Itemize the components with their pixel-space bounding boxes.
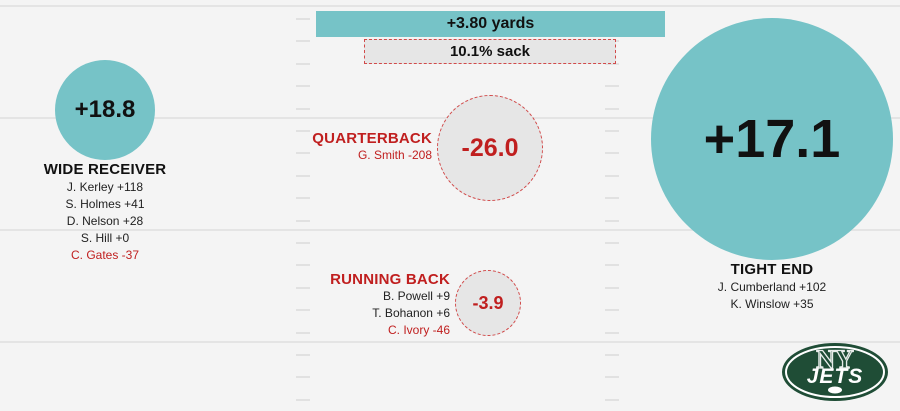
hash-mark	[296, 242, 310, 244]
hash-mark	[296, 108, 310, 110]
player-line: J. Cumberland +102	[717, 280, 827, 294]
hash-mark	[296, 130, 310, 132]
hash-mark	[296, 287, 310, 289]
hash-mark	[605, 175, 619, 177]
hash-mark	[296, 175, 310, 177]
hash-mark	[605, 287, 619, 289]
hash-mark	[605, 399, 619, 401]
player-line: D. Nelson +28	[66, 214, 144, 228]
yards-summary-text: +3.80 yards	[446, 15, 535, 32]
yard-line	[0, 5, 900, 7]
logo-oval-ring	[785, 346, 885, 398]
running-back-value: -3.9	[472, 292, 504, 313]
running-back-label: RUNNING BACK	[330, 271, 450, 288]
hash-mark	[296, 376, 310, 378]
running-back-group: RUNNING BACK B. Powell +9 T. Bohanon +6 …	[300, 271, 450, 339]
sack-summary-box: 10.1% sack	[364, 39, 616, 64]
hash-mark	[605, 242, 619, 244]
wide-receiver-label: WIDE RECEIVER	[43, 161, 167, 178]
hash-mark	[605, 220, 619, 222]
logo-oval	[782, 343, 888, 401]
wide-receiver-value: +18.8	[74, 96, 136, 123]
hash-mark	[605, 130, 619, 132]
logo-football	[828, 386, 842, 394]
wide-receiver-bubble: +18.8	[55, 60, 155, 160]
logo-text: JETS	[807, 365, 864, 388]
sack-summary-text: 10.1% sack	[449, 43, 531, 60]
quarterback-group: QUARTERBACK G. Smith -208	[282, 130, 432, 164]
quarterback-label: QUARTERBACK	[312, 130, 432, 147]
quarterback-bubble: -26.0	[437, 95, 543, 201]
hash-mark	[296, 332, 310, 334]
hash-mark	[296, 152, 310, 154]
tight-end-label: TIGHT END	[730, 261, 814, 278]
running-back-bubble: -3.9	[455, 270, 521, 336]
player-line: S. Hill +0	[80, 231, 130, 245]
hash-mark	[605, 264, 619, 266]
player-line: K. Winslow +35	[730, 297, 814, 311]
player-line: C. Ivory -46	[387, 323, 450, 337]
logo-monogram: NY	[816, 345, 854, 374]
hash-mark	[605, 376, 619, 378]
yard-line	[0, 341, 900, 343]
jets-logo-icon: NY JETS	[782, 343, 888, 401]
yard-line	[0, 229, 900, 231]
hash-mark	[296, 220, 310, 222]
hash-mark	[296, 18, 310, 20]
tight-end-value: +17.1	[703, 109, 841, 169]
hash-mark	[605, 85, 619, 87]
hash-mark	[296, 63, 310, 65]
hash-mark	[605, 354, 619, 356]
player-line: J. Kerley +118	[66, 180, 144, 194]
hash-mark	[605, 63, 619, 65]
tight-end-group: TIGHT END J. Cumberland +102 K. Winslow …	[672, 261, 872, 313]
hash-mark	[605, 152, 619, 154]
player-line: C. Gates -37	[70, 248, 140, 262]
hash-mark	[296, 197, 310, 199]
hash-mark	[296, 309, 310, 311]
player-line: S. Holmes +41	[65, 197, 145, 211]
quarterback-value: -26.0	[461, 133, 519, 162]
hash-mark	[605, 108, 619, 110]
hash-mark	[296, 40, 310, 42]
hash-mark	[605, 197, 619, 199]
hash-mark	[296, 85, 310, 87]
tight-end-bubble: +17.1	[651, 18, 893, 260]
hash-mark	[605, 332, 619, 334]
player-line: T. Bohanon +6	[372, 306, 450, 320]
wide-receiver-group: WIDE RECEIVER J. Kerley +118 S. Holmes +…	[30, 161, 180, 264]
yards-summary-bar: +3.80 yards	[316, 11, 665, 37]
hash-mark	[296, 264, 310, 266]
hash-mark	[605, 309, 619, 311]
player-line: B. Powell +9	[382, 289, 450, 303]
hash-mark	[296, 399, 310, 401]
hash-mark	[296, 354, 310, 356]
player-line: G. Smith -208	[357, 148, 432, 162]
